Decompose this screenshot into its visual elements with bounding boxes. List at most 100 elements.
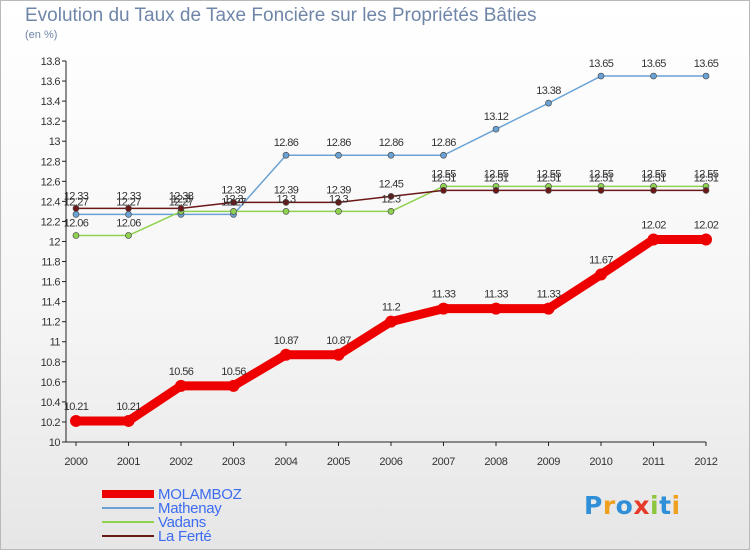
data-point (492, 186, 500, 194)
data-label: 12.55 (694, 168, 719, 180)
y-tick-label: 12.4 (41, 196, 61, 208)
proxiti-logo: Proxiti (584, 491, 681, 520)
data-point (125, 232, 132, 239)
y-tick-label: 11.6 (41, 277, 60, 289)
y-tick-label: 13.2 (41, 116, 61, 128)
data-point (72, 232, 80, 239)
unit-label: (en %) (25, 29, 58, 41)
legend-label: La Ferté (158, 527, 212, 545)
data-point (177, 205, 185, 212)
data-label: 12.3 (276, 193, 295, 205)
data-point (702, 186, 710, 194)
data-label: 12.51 (431, 172, 456, 184)
data-label: 12.55 (589, 168, 614, 180)
y-tick-label: 13.8 (41, 56, 61, 68)
data-label: 10.56 (169, 366, 194, 378)
data-point (597, 72, 605, 80)
data-point (230, 208, 237, 215)
data-label: 12.51 (484, 172, 509, 184)
y-tick-label: 10.8 (41, 357, 61, 369)
data-point (437, 302, 450, 315)
data-point (647, 233, 660, 246)
legend-item-mathenay: Mathenay (102, 499, 222, 517)
legend-label: Mathenay (158, 499, 222, 517)
data-label: 12.39 (274, 184, 299, 196)
data-label: 12.86 (431, 137, 456, 149)
data-point (175, 379, 187, 392)
x-tick-label: 2006 (379, 456, 402, 468)
line-chart: 1010.210.410.610.81111.211.411.611.81212… (41, 56, 720, 468)
data-label: 12.02 (694, 219, 719, 231)
data-label: 12.3 (329, 193, 348, 205)
y-tick-label: 13 (49, 136, 61, 148)
data-point (335, 199, 342, 206)
data-point (387, 193, 395, 200)
data-label: 10.87 (326, 335, 351, 347)
chart-title: Evolution du Taux de Taxe Foncière sur l… (25, 5, 537, 26)
data-point (387, 151, 395, 159)
data-label: 12.33 (116, 190, 141, 202)
x-tick-label: 2003 (222, 456, 245, 468)
x-tick-label: 2009 (537, 456, 560, 468)
data-point (650, 186, 657, 194)
data-point (492, 125, 500, 133)
x-tick-label: 2008 (484, 456, 507, 468)
data-point (125, 205, 132, 212)
data-point (545, 186, 552, 194)
data-label: 11.33 (537, 289, 561, 301)
data-label: 11.2 (382, 302, 401, 314)
data-label: 11.33 (432, 289, 456, 301)
data-label: 12.55 (484, 168, 509, 180)
x-tick-label: 2000 (64, 456, 87, 468)
data-label: 12.45 (379, 178, 404, 190)
data-point (545, 99, 552, 107)
data-label: 12.86 (379, 137, 404, 149)
data-point (702, 72, 710, 80)
y-tick-label: 13.4 (41, 96, 61, 108)
x-tick-label: 2010 (589, 456, 612, 468)
y-tick-label: 11.4 (41, 297, 60, 309)
data-point (335, 151, 342, 159)
data-label: 10.21 (116, 401, 141, 413)
data-label: 12.39 (326, 184, 351, 196)
data-label: 12.39 (221, 184, 246, 196)
data-label: 12.3 (381, 193, 400, 205)
legend-label: Vadans (158, 513, 206, 531)
legend-swatch (102, 490, 154, 498)
data-label: 12.55 (431, 168, 456, 180)
legend-item-vadans: Vadans (102, 513, 206, 531)
x-tick-label: 2012 (694, 456, 717, 468)
data-point (227, 379, 240, 392)
data-point (387, 208, 395, 215)
data-label: 11.67 (589, 255, 613, 267)
data-label: 12.86 (274, 137, 299, 149)
x-tick-label: 2002 (169, 456, 192, 468)
data-point (440, 186, 447, 194)
data-label: 12.06 (116, 217, 141, 229)
data-label: 12.55 (536, 168, 561, 180)
y-tick-label: 11 (50, 337, 61, 349)
data-label: 12.27 (116, 196, 141, 208)
data-label: 12.51 (694, 172, 719, 184)
data-label: 11.33 (484, 289, 508, 301)
y-tick-label: 10 (49, 437, 61, 449)
data-point (332, 348, 345, 361)
data-point (440, 151, 447, 159)
data-label: 10.56 (221, 366, 246, 378)
data-point (700, 233, 712, 246)
y-tick-label: 13.6 (41, 76, 61, 88)
x-tick-label: 2001 (117, 456, 140, 468)
y-tick-label: 12 (49, 236, 61, 248)
data-point (70, 414, 82, 427)
data-label: 10.87 (274, 335, 299, 347)
y-tick-label: 10.4 (41, 397, 61, 409)
data-point (542, 302, 555, 315)
y-tick-label: 12.8 (41, 156, 61, 168)
data-label: 12.38 (169, 190, 194, 202)
data-point (72, 205, 80, 212)
data-point (282, 199, 290, 206)
data-label: 12.3 (224, 193, 243, 205)
data-point (597, 186, 605, 194)
y-tick-label: 11.2 (41, 317, 60, 329)
data-label: 13.65 (641, 58, 666, 70)
